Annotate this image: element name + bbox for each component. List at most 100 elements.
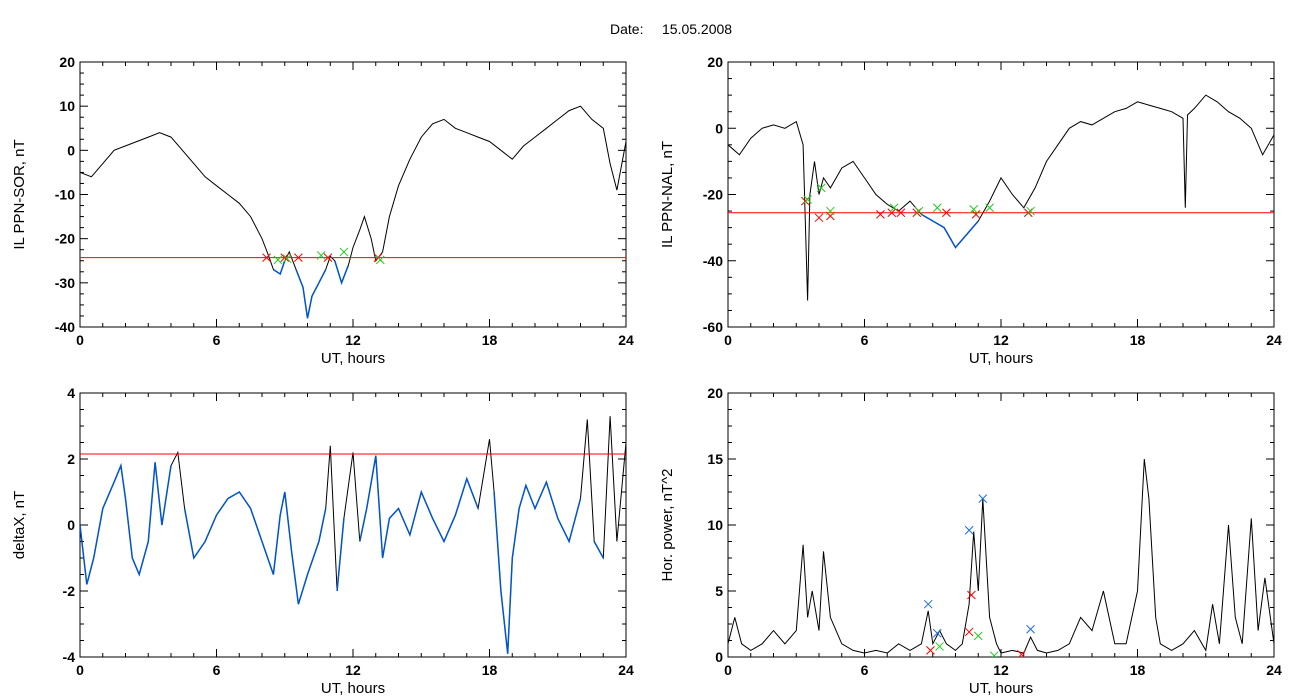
marker-stroke — [967, 590, 976, 600]
x-tick-label: 24 — [618, 332, 634, 348]
x-axis-label: UT, hours — [969, 680, 1033, 697]
marker-stroke — [826, 206, 835, 216]
below-threshold-line — [334, 260, 350, 286]
marker-blue — [932, 628, 942, 638]
marker-stroke — [964, 627, 974, 637]
series-line — [728, 458, 1274, 654]
x-axis-label: UT, hours — [969, 350, 1033, 367]
y-tick-label: -30 — [55, 275, 75, 291]
marker-stroke — [803, 195, 812, 204]
x-tick-label: 6 — [861, 332, 869, 348]
marker-green — [1026, 206, 1035, 216]
y-axis-label: Hor. power, nT^2 — [659, 469, 676, 582]
y-tick-label: 20 — [707, 54, 723, 70]
marker-stroke — [973, 631, 983, 641]
panel-2: 0 6 12 18 24 -60 -40 -20 0 20 UT, hours IL PPN-NAL,… — [659, 54, 1282, 367]
y-tick-label: -40 — [703, 253, 723, 269]
below-threshold-line — [921, 213, 979, 249]
marker-red — [942, 208, 951, 218]
marker-green — [973, 631, 983, 641]
marker-stroke — [992, 651, 999, 657]
marker-red — [323, 253, 333, 263]
x-tick-label: 0 — [76, 662, 84, 678]
below-threshold-line — [359, 455, 479, 559]
plot-frame — [79, 61, 627, 328]
x-tick-label: 0 — [724, 662, 732, 678]
y-tick-label: -2 — [63, 583, 76, 599]
date-value: 15.05.2008 — [662, 21, 732, 37]
marker-green — [803, 195, 812, 204]
x-tick-label: 12 — [993, 332, 1009, 348]
x-tick-label: 6 — [861, 662, 869, 678]
marker-green — [316, 251, 326, 260]
y-tick-label: 10 — [707, 517, 723, 533]
marker-stroke — [969, 205, 979, 214]
marker-green — [932, 203, 942, 213]
x-tick-label: 12 — [993, 662, 1009, 678]
below-threshold-line — [183, 491, 327, 605]
marker-green — [339, 247, 349, 257]
marker-stroke — [282, 254, 292, 263]
marker-stroke — [923, 599, 933, 609]
x-tick-label: 0 — [724, 332, 732, 348]
marker-green — [889, 203, 899, 213]
marker-stroke — [964, 525, 974, 535]
y-tick-label: 10 — [59, 98, 75, 114]
marker-stroke — [978, 494, 988, 503]
y-tick-label: -40 — [55, 319, 75, 335]
x-tick-label: 18 — [1130, 662, 1146, 678]
marker-stroke — [375, 255, 385, 265]
marker-stroke — [932, 628, 942, 638]
plot-data — [728, 94, 1274, 301]
x-axis-label: UT, hours — [321, 680, 385, 697]
y-tick-label: -60 — [703, 319, 723, 335]
marker-green — [989, 651, 999, 657]
marker-stroke — [1026, 624, 1035, 634]
y-axis-label: IL PPN-NAL, nT — [659, 141, 676, 248]
plot-data — [728, 458, 1274, 657]
marker-red — [814, 213, 824, 223]
marker-stroke — [262, 253, 271, 263]
x-tick-label: 24 — [1266, 332, 1282, 348]
y-tick-label: -20 — [703, 187, 723, 203]
below-threshold-line — [593, 541, 604, 559]
y-tick-label: 4 — [67, 385, 75, 401]
marker-blue — [1026, 624, 1035, 634]
marker-stroke — [1026, 206, 1035, 216]
marker-green — [375, 255, 385, 265]
marker-stroke — [889, 203, 899, 213]
panel-4: 0 6 12 18 24 0 5 10 15 20 UT, hours Hor. power, nT^… — [659, 385, 1282, 697]
y-tick-label: -4 — [63, 649, 76, 665]
below-threshold-line — [493, 479, 582, 654]
marker-green — [969, 205, 979, 214]
marker-stroke — [926, 646, 935, 655]
marker-stroke — [971, 210, 981, 219]
marker-red — [876, 210, 885, 219]
marker-blue — [964, 525, 974, 535]
marker-stroke — [280, 253, 290, 263]
below-threshold-line — [295, 269, 327, 319]
marker-red — [967, 590, 976, 600]
marker-green — [816, 183, 826, 193]
below-threshold-line — [80, 462, 172, 585]
marker-stroke — [887, 208, 897, 218]
marker-red — [294, 253, 303, 263]
plot-frame — [727, 392, 1275, 658]
series-line — [728, 94, 1274, 301]
x-axis-label: UT, hours — [321, 350, 385, 367]
x-tick-label: 18 — [482, 332, 498, 348]
marker-stroke — [1018, 650, 1026, 657]
marker-stroke — [896, 208, 906, 218]
marker-green — [282, 254, 292, 263]
x-tick-label: 18 — [482, 662, 498, 678]
y-tick-label: 20 — [707, 385, 723, 401]
y-tick-label: 0 — [715, 120, 723, 136]
y-tick-label: 15 — [707, 451, 723, 467]
marker-red — [926, 646, 935, 655]
marker-green — [935, 642, 944, 651]
marker-red — [262, 253, 271, 263]
y-axis-label: deltaX, nT — [11, 491, 28, 559]
